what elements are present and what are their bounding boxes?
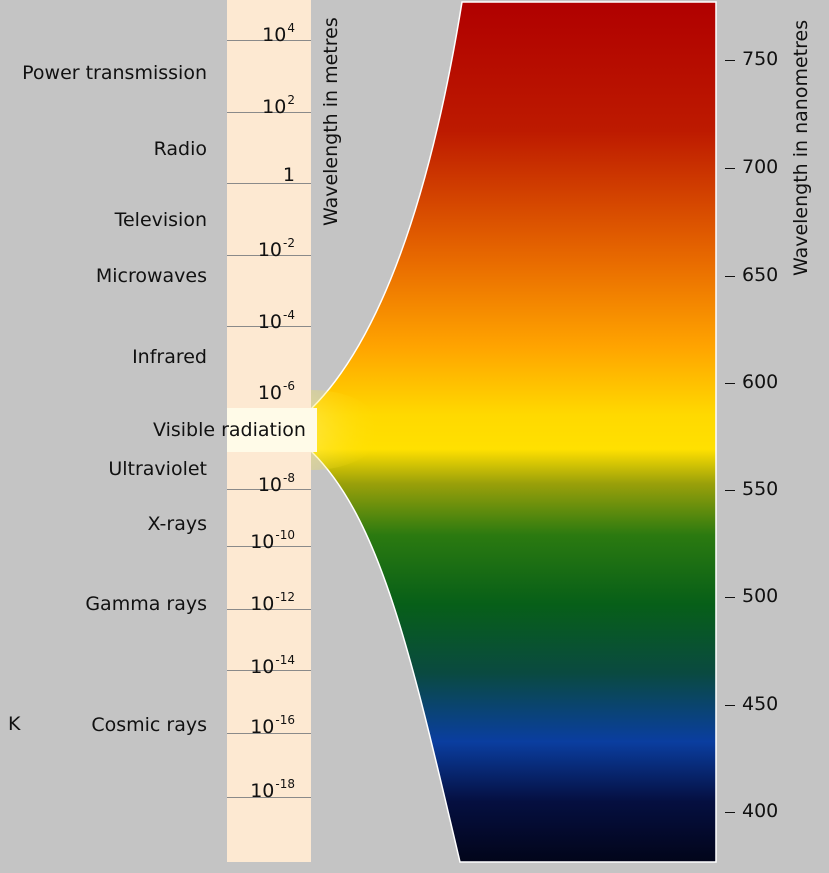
metre-tick	[227, 40, 311, 41]
metre-tick-label: 10-12	[250, 591, 295, 614]
metre-tick-label-base: 10	[250, 780, 275, 802]
metre-tick-label: 10-2	[258, 237, 295, 260]
metre-tick	[227, 112, 311, 113]
metre-tick-label: 10-18	[250, 778, 295, 801]
nanometre-tick	[725, 705, 735, 706]
visible-radiation-label: Visible radiation	[153, 419, 306, 441]
metre-tick-label-exponent: -12	[275, 590, 295, 604]
metre-tick	[227, 609, 311, 610]
nanometre-tick	[725, 168, 735, 169]
metre-tick-label-base: 1	[282, 164, 295, 186]
band-label: Ultraviolet	[108, 458, 207, 480]
metre-tick	[227, 546, 311, 547]
metre-tick-label-exponent: -10	[275, 528, 295, 542]
nanometre-tick-label: 700	[742, 156, 779, 178]
nanometre-tick-label: 750	[742, 48, 779, 70]
nanometre-tick	[725, 597, 735, 598]
metre-tick-label: 10-16	[250, 714, 295, 737]
metre-tick	[227, 797, 311, 798]
nanometre-axis-title-text: Wavelength in nanometres	[790, 19, 812, 276]
stray-letter: K	[8, 713, 21, 735]
metre-tick-label-exponent: -14	[275, 653, 295, 667]
band-label: Gamma rays	[85, 593, 207, 615]
nanometre-tick-label: 500	[742, 585, 779, 607]
band-label: X-rays	[147, 513, 207, 535]
metre-tick-label: 102	[262, 94, 295, 117]
metre-tick-label-base: 10	[262, 96, 287, 118]
metre-tick	[227, 670, 311, 671]
nanometre-tick	[725, 812, 735, 813]
nanometre-tick	[725, 60, 735, 61]
nanometre-axis-title: Wavelength in nanometres	[790, 14, 814, 276]
nanometre-tick-label: 600	[742, 371, 779, 393]
band-label: Infrared	[132, 346, 207, 368]
visible-band-box	[227, 408, 317, 452]
metre-tick	[227, 183, 311, 184]
band-label: Cosmic rays	[91, 714, 207, 736]
metre-tick-label: 104	[262, 22, 295, 45]
metre-tick-label-base: 10	[257, 474, 283, 496]
metre-tick-label-base: 10	[250, 531, 275, 553]
metre-tick-label-exponent: -8	[283, 471, 295, 485]
metre-tick-label-exponent: -18	[275, 777, 295, 791]
nanometre-tick	[725, 490, 735, 491]
metre-tick-label: 10-10	[250, 529, 295, 552]
metre-tick-label: 10-8	[258, 472, 295, 495]
metre-tick	[227, 255, 311, 256]
metre-tick-label-exponent: -6	[283, 379, 295, 393]
metre-tick	[227, 733, 311, 734]
metre-axis-title: Wavelength in metres	[320, 14, 344, 226]
nanometre-tick	[725, 383, 735, 384]
nanometre-tick-label: 450	[742, 693, 779, 715]
metre-tick-label-exponent: -4	[283, 308, 295, 322]
band-label: Television	[114, 209, 207, 231]
metre-tick-label-base: 10	[262, 24, 287, 46]
metre-tick-label-exponent: 2	[287, 93, 295, 107]
metre-tick-label-exponent: -16	[275, 713, 295, 727]
metre-tick-label: 10-4	[258, 309, 295, 332]
metre-tick	[227, 489, 311, 490]
metre-tick-label-base: 10	[257, 311, 283, 333]
metre-tick	[227, 326, 311, 327]
band-label: Radio	[153, 138, 207, 160]
metre-axis-title-text: Wavelength in metres	[320, 17, 342, 226]
metre-tick-label-exponent: 4	[287, 21, 295, 35]
band-label: Power transmission	[22, 62, 207, 84]
band-label: Microwaves	[95, 265, 207, 287]
metre-tick-label-base: 10	[250, 656, 275, 678]
metre-tick-label: 10-14	[250, 654, 295, 677]
metre-tick-label-base: 10	[250, 593, 275, 615]
metre-tick-label-base: 10	[250, 716, 275, 738]
metre-tick-label-exponent: -2	[283, 236, 295, 250]
nanometre-tick-label: 550	[742, 478, 779, 500]
nanometre-tick-label: 650	[742, 264, 779, 286]
metre-tick-label-base: 10	[257, 382, 283, 404]
metre-tick-label: 1	[283, 166, 295, 185]
nanometre-tick	[725, 276, 735, 277]
metre-tick-label-base: 10	[257, 239, 283, 261]
metre-tick-label: 10-6	[258, 380, 295, 403]
nanometre-tick-label: 400	[742, 800, 779, 822]
